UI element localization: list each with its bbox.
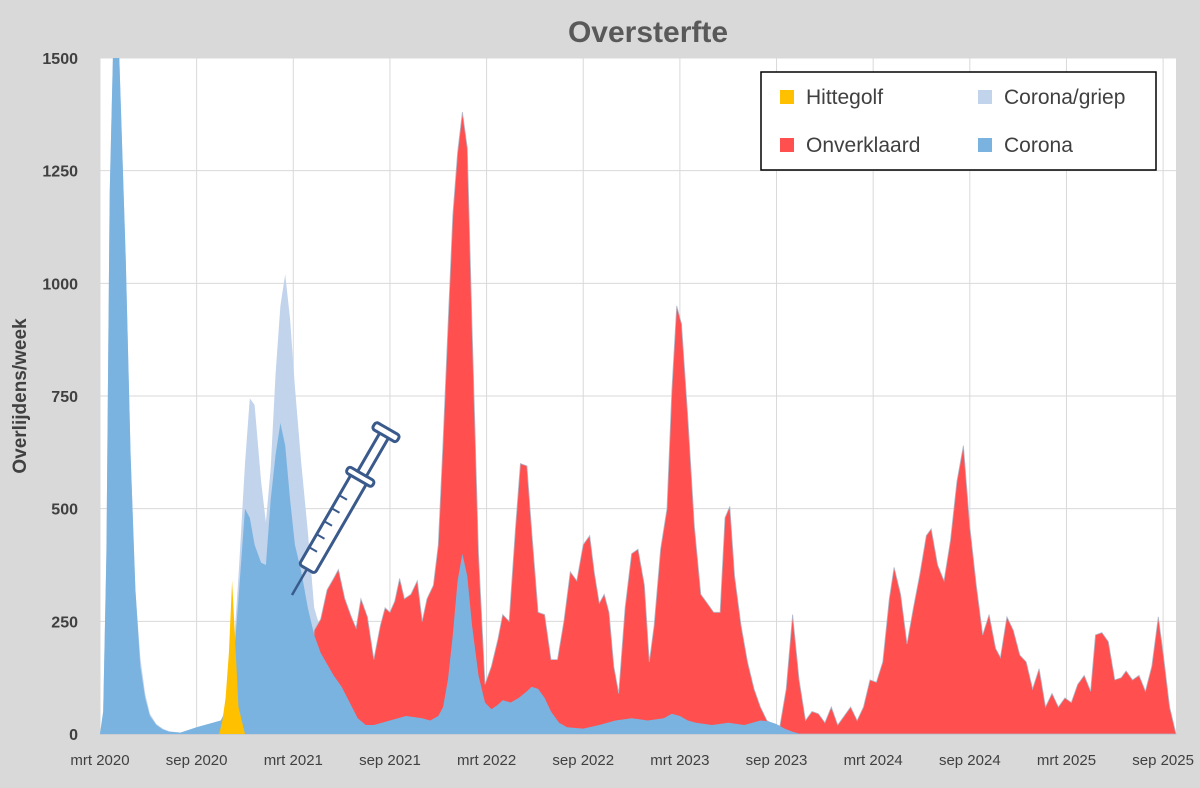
x-tick-label: sep 2023 xyxy=(746,752,808,769)
legend-label-hittegolf: Hittegolf xyxy=(806,86,883,109)
x-axis-ticks: mrt 2020 sep 2020 mrt 2021 sep 2021 mrt 2022… xyxy=(70,752,1194,769)
x-tick-label: sep 2025 xyxy=(1132,752,1194,769)
y-tick-label: 500 xyxy=(51,502,78,519)
x-tick-label: sep 2021 xyxy=(359,752,421,769)
chart-title: Oversterfte xyxy=(568,16,728,49)
x-tick-label: sep 2022 xyxy=(552,752,614,769)
legend-label-corona: Corona xyxy=(1004,134,1073,157)
x-tick-label: mrt 2024 xyxy=(844,752,903,769)
x-tick-label: sep 2024 xyxy=(939,752,1001,769)
area-onverklaard xyxy=(100,112,1177,735)
area-series xyxy=(100,58,1177,735)
legend-box xyxy=(760,71,1157,171)
legend: Hittegolf Corona/griep Onverklaard Coron… xyxy=(760,71,1157,171)
legend-label-corona-griep: Corona/griep xyxy=(1004,86,1125,109)
x-tick-label: sep 2020 xyxy=(166,752,228,769)
y-tick-label: 1250 xyxy=(42,164,78,181)
y-tick-label: 1500 xyxy=(42,51,78,68)
y-axis-ticks: 0 250 500 750 1000 1250 1500 xyxy=(42,51,78,744)
y-axis-label: Overlijdens/week xyxy=(10,318,31,474)
x-tick-label: mrt 2025 xyxy=(1037,752,1096,769)
x-tick-label: mrt 2023 xyxy=(650,752,709,769)
x-tick-label: mrt 2021 xyxy=(264,752,323,769)
legend-label-onverklaard: Onverklaard xyxy=(806,134,920,157)
area-hittegolf xyxy=(219,580,245,734)
y-tick-label: 250 xyxy=(51,614,78,631)
legend-swatch-onverklaard xyxy=(780,138,794,152)
y-tick-label: 1000 xyxy=(42,276,78,293)
legend-swatch-corona xyxy=(978,138,992,152)
x-tick-label: mrt 2020 xyxy=(70,752,129,769)
legend-swatch-hittegolf xyxy=(780,90,794,104)
syringe-icon xyxy=(290,421,401,596)
legend-swatch-corona-griep xyxy=(978,90,992,104)
x-tick-label: mrt 2022 xyxy=(457,752,516,769)
y-tick-label: 750 xyxy=(51,389,78,406)
y-tick-label: 0 xyxy=(69,727,78,744)
